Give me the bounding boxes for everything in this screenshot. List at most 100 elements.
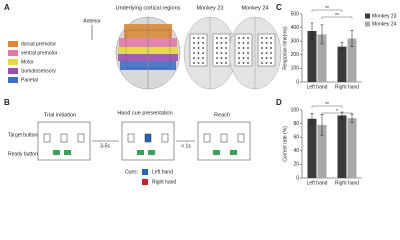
electrode	[197, 42, 200, 44]
legend-swatch	[8, 77, 18, 83]
error-bar	[320, 24, 324, 45]
electrode	[225, 37, 227, 39]
anterior-label: Anterior	[83, 18, 101, 24]
trial-panel	[37, 121, 251, 161]
error-bar	[310, 22, 314, 40]
electrode	[270, 52, 272, 54]
x-tick-label: Left hand	[307, 84, 328, 90]
electrode	[225, 52, 227, 54]
electrode	[193, 57, 195, 59]
electrode	[242, 62, 245, 64]
significance-label: **	[325, 102, 329, 108]
electrode	[270, 62, 272, 64]
cue-legend: Left hand Right hand	[142, 169, 176, 185]
electrode	[265, 47, 268, 49]
electrode	[270, 47, 272, 49]
electrode	[202, 42, 204, 44]
significance-bracket	[311, 105, 343, 108]
electrode	[216, 47, 218, 49]
legend-label: dorsal premotor	[21, 41, 56, 47]
stage-title: Reach	[214, 112, 230, 118]
target-buttons-label: Target buttons	[8, 132, 40, 138]
electrode	[242, 47, 245, 49]
y-axis-label: Correct rate (%)	[282, 126, 288, 162]
legend-swatch	[8, 59, 18, 65]
electrode	[242, 57, 245, 59]
electrode	[197, 62, 200, 64]
cue-label: Right hand	[152, 179, 176, 185]
electrode	[238, 37, 240, 39]
legend-label: Somatosensory	[21, 68, 56, 74]
significance-label: *	[336, 109, 338, 115]
electrode	[247, 62, 249, 64]
electrode	[202, 57, 204, 59]
electrode	[265, 42, 268, 44]
legend-swatch	[365, 13, 370, 19]
ready-buttons-label: Ready buttons	[8, 151, 41, 157]
electrode	[193, 62, 195, 64]
electrode	[238, 47, 240, 49]
brain	[115, 16, 181, 90]
legend-label: Motor	[21, 59, 34, 65]
y-tick-label: 300	[291, 39, 300, 45]
bar	[347, 118, 357, 178]
electrode	[247, 57, 249, 59]
electrode	[261, 42, 263, 44]
brain	[228, 16, 282, 90]
cue-label: Left hand	[152, 169, 173, 175]
electrode	[238, 52, 240, 54]
electrode	[270, 42, 272, 44]
cues-label: Cues:	[125, 169, 138, 175]
electrode	[247, 37, 249, 39]
y-tick-label: 20	[293, 162, 299, 168]
delay-label: 3-5s	[100, 143, 110, 149]
electrode	[270, 37, 272, 39]
panel-title: Monkey 23	[197, 5, 224, 11]
electrode	[265, 37, 268, 39]
electrode	[202, 52, 204, 54]
legend-label: Parietal	[21, 77, 38, 83]
electrode	[261, 62, 263, 64]
region-legend: dorsal premotor ventral premotor Motor Soma…	[8, 41, 58, 83]
bar	[337, 115, 347, 178]
error-bar	[340, 42, 344, 51]
bar	[317, 124, 327, 178]
figure: A Underlying cortical regions Monkey 23 …	[4, 3, 397, 187]
y-tick-label: 500	[291, 11, 300, 17]
y-tick-label: 100	[291, 107, 300, 113]
electrode	[242, 42, 245, 44]
electrode	[220, 52, 223, 54]
x-tick-label: Right hand	[335, 84, 359, 90]
cue-swatch	[142, 169, 148, 175]
panel-label: B	[4, 98, 10, 107]
y-tick-label: 0	[296, 79, 299, 85]
electrodes	[193, 37, 272, 64]
electrode	[242, 52, 245, 54]
y-tick-label: 60	[293, 135, 299, 141]
bar	[307, 118, 317, 178]
electrode	[193, 52, 195, 54]
electrode	[216, 62, 218, 64]
legend-label: Monkey 23	[372, 13, 397, 19]
electrode	[197, 47, 200, 49]
electrode	[216, 57, 218, 59]
panel-title: Monkey 24	[242, 5, 269, 11]
electrode	[242, 37, 245, 39]
electrode	[197, 52, 200, 54]
electrode	[265, 52, 268, 54]
electrode	[197, 37, 200, 39]
y-tick-label: 80	[293, 121, 299, 127]
electrode	[197, 57, 200, 59]
delay-label: < 1s	[181, 143, 191, 149]
y-tick-label: 100	[291, 66, 300, 72]
y-tick-label: 200	[291, 52, 300, 58]
electrode	[202, 37, 204, 39]
electrode	[202, 47, 204, 49]
y-axis-label: Response time(ms)	[282, 26, 288, 70]
significance-bracket	[311, 9, 343, 12]
x-tick-label: Left hand	[307, 180, 328, 186]
significance-bracket	[321, 112, 353, 115]
electrode	[238, 42, 240, 44]
electrode	[220, 42, 223, 44]
